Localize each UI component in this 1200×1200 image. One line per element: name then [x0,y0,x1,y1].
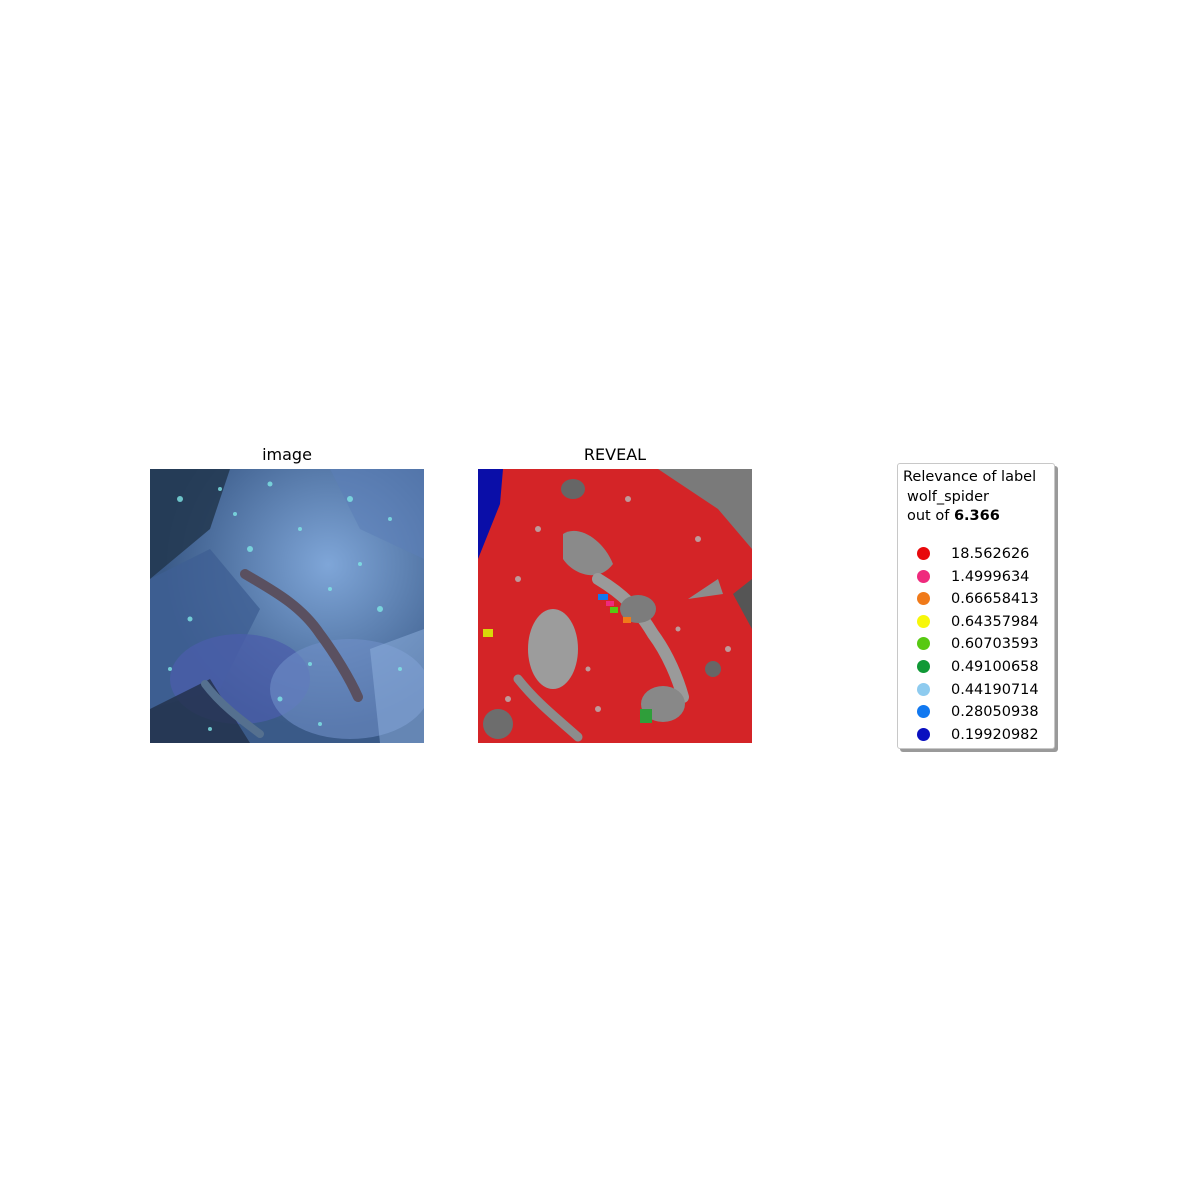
legend-value: 0.44190714 [951,681,1039,698]
legend-color-dot [917,592,930,606]
legend-title: Relevance of label wolf_spider out of 6.… [903,468,1036,527]
legend-value: 18.562626 [951,546,1030,562]
reveal-heatmap [478,469,752,743]
legend-score-prefix: out of [907,508,950,524]
legend-value: 0.49100658 [951,659,1039,675]
legend-color-dot [917,660,930,673]
legend-entry: 0.44190714 [898,680,1056,700]
input-image [150,469,424,743]
legend-entry: 0.28050938 [898,702,1056,722]
legend-color-dot [917,614,930,628]
legend-entry: 0.64357984 [898,612,1056,632]
legend-value: 0.60703593 [951,636,1039,653]
legend-color-dot [917,727,930,741]
legend-value: 0.28050938 [951,704,1039,721]
legend-entry: 0.19920982 [898,725,1056,745]
legend-value: 0.66658413 [951,591,1039,608]
legend-value: 0.64357984 [951,613,1039,630]
legend-entry: 18.562626 [898,544,1056,564]
legend-entry: 0.49100658 [898,657,1056,677]
legend-value: 0.19920982 [951,726,1039,743]
legend-label-name: wolf_spider [907,488,989,505]
legend-color-dot [917,705,930,719]
legend-entry: 0.66658413 [898,589,1056,609]
legend-color-dot [917,569,930,583]
relevance-legend: Relevance of label wolf_spider out of 6.… [897,463,1055,749]
legend-entry: 1.4999634 [898,567,1056,587]
legend-color-dot [917,637,930,651]
panel-title-image: image [262,445,312,464]
legend-entry: 0.60703593 [898,634,1056,654]
legend-color-dot [917,682,930,696]
legend-score: 6.366 [953,508,1000,524]
legend-color-dot [917,547,930,560]
legend-title-line1: Relevance of label [903,469,1037,485]
panel-title-reveal: REVEAL [583,445,647,464]
legend-value: 1.4999634 [951,568,1030,585]
